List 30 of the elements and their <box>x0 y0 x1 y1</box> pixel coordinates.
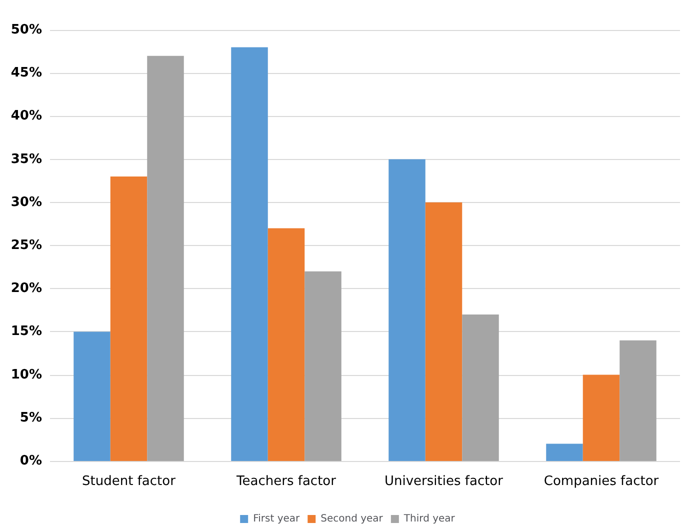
y-tick-label: 20% <box>10 281 42 296</box>
bar <box>147 56 184 461</box>
bar <box>74 332 110 461</box>
bar <box>110 176 148 461</box>
bar <box>620 340 656 461</box>
y-tick-label: 30% <box>10 194 42 210</box>
bar <box>388 159 426 461</box>
x-tick-label: Teachers factor <box>236 474 337 489</box>
y-tick-label: 5% <box>20 410 42 426</box>
x-tick-label: Student factor <box>82 474 176 489</box>
legend-label: Second year <box>320 514 384 524</box>
y-tick-label: 35% <box>10 152 42 167</box>
bar <box>462 314 499 461</box>
y-tick-label: 0% <box>20 454 42 468</box>
bar <box>268 228 305 461</box>
y-tick-label: 15% <box>10 324 42 340</box>
x-tick-label: Companies factor <box>544 474 660 489</box>
legend-label: Third year <box>402 514 456 524</box>
bar <box>546 444 583 461</box>
bar <box>425 202 462 461</box>
y-tick-label: 45% <box>10 66 42 81</box>
y-tick-label: 25% <box>10 238 42 253</box>
y-tick-label: 50% <box>10 22 42 38</box>
y-tick-label: 40% <box>10 108 42 124</box>
y-tick-label: 10% <box>10 367 42 382</box>
legend-label: First year <box>253 514 301 524</box>
x-tick-label: Universities factor <box>384 474 504 489</box>
bar <box>231 47 268 461</box>
bar <box>582 374 620 461</box>
bar <box>304 271 342 461</box>
